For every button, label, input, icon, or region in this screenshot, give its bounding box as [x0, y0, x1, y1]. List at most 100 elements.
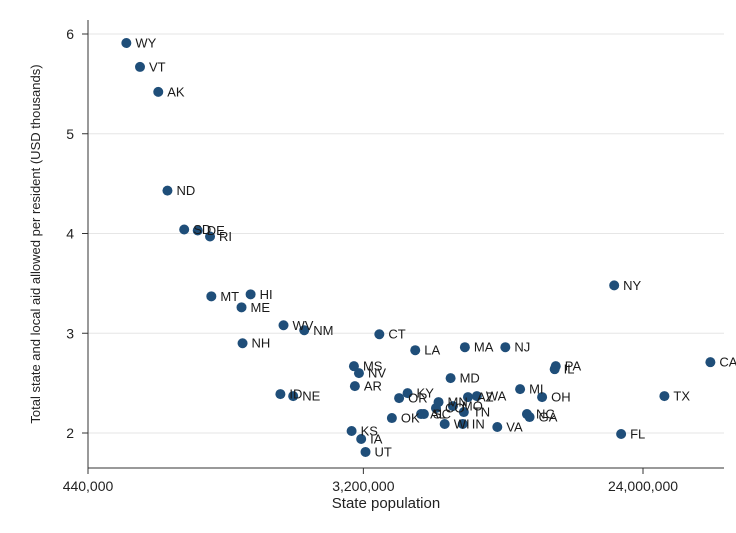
- point-label-ut: UT: [375, 444, 392, 459]
- point-label-hi: HI: [260, 287, 273, 302]
- point-label-fl: FL: [630, 426, 645, 441]
- point-label-tx: TX: [673, 389, 690, 404]
- point-label-nd: ND: [176, 183, 195, 198]
- point-label-mn: MN: [448, 395, 468, 410]
- data-point-ma: [459, 342, 470, 353]
- data-point-ar: [349, 381, 360, 392]
- data-point-tn: [458, 407, 469, 418]
- point-label-ms: MS: [363, 359, 383, 374]
- data-point-mi: [515, 384, 526, 395]
- point-label-tn: TN: [473, 405, 490, 420]
- data-point-mo: [447, 401, 458, 412]
- point-label-wv: WV: [293, 318, 314, 333]
- data-point-ks: [346, 426, 357, 437]
- x-tick-label: 3,200,000: [332, 478, 394, 494]
- data-point-ut: [360, 446, 371, 457]
- data-point-or: [394, 393, 405, 404]
- data-point-pa: [550, 361, 561, 372]
- point-label-id: ID: [289, 387, 302, 402]
- point-label-ne: NE: [302, 389, 320, 404]
- point-label-me: ME: [251, 300, 271, 315]
- x-axis-title: State population: [332, 495, 440, 512]
- data-point-ny: [609, 280, 620, 291]
- data-point-ms: [348, 361, 359, 372]
- point-label-ct: CT: [388, 327, 405, 342]
- data-point-oh: [537, 392, 548, 403]
- data-point-vt: [135, 61, 146, 72]
- point-label-nv: NV: [368, 366, 386, 381]
- data-point-ky: [402, 388, 413, 399]
- data-point-de: [192, 225, 203, 236]
- point-label-de: DE: [207, 223, 225, 238]
- point-label-ky: KY: [417, 386, 435, 401]
- data-point-id: [275, 389, 286, 400]
- y-tick-label: 2: [66, 425, 74, 441]
- point-label-ny: NY: [623, 278, 641, 293]
- data-point-fl: [616, 428, 627, 439]
- y-tick-label: 3: [66, 325, 74, 341]
- y-tick-label: 5: [66, 126, 74, 142]
- point-label-mo: MO: [462, 399, 483, 414]
- data-point-va: [492, 422, 503, 433]
- data-point-mt: [206, 291, 217, 302]
- point-label-mi: MI: [529, 382, 543, 397]
- data-points: [121, 37, 716, 457]
- data-point-nj: [500, 342, 511, 353]
- data-point-ri: [205, 231, 216, 242]
- data-point-ga: [524, 412, 535, 423]
- point-label-ri: RI: [219, 229, 232, 244]
- point-label-nj: NJ: [514, 340, 530, 355]
- x-tick-label: 24,000,000: [608, 478, 678, 494]
- point-label-nh: NH: [252, 336, 271, 351]
- point-label-sd: SD: [193, 222, 211, 237]
- point-label-md: MD: [460, 371, 480, 386]
- data-point-mn: [433, 397, 444, 408]
- data-point-ia: [356, 433, 367, 444]
- point-label-ia: IA: [370, 431, 383, 446]
- point-label-wa: WA: [486, 389, 507, 404]
- data-point-md: [445, 373, 456, 384]
- point-label-co: CO: [445, 401, 465, 416]
- y-axis-title: Total state and local aid allowed per re…: [28, 64, 43, 423]
- data-point-nv: [353, 368, 364, 379]
- data-point-ct: [374, 329, 385, 340]
- point-label-ks: KS: [361, 424, 379, 439]
- point-label-wy: WY: [135, 35, 156, 50]
- point-label-sc: SC: [433, 407, 451, 422]
- y-tick-label: 6: [66, 26, 74, 42]
- x-tick-label: 440,000: [63, 478, 114, 494]
- point-label-nm: NM: [313, 323, 333, 338]
- data-point-wa: [471, 391, 482, 402]
- data-point-la: [410, 345, 421, 356]
- point-label-oh: OH: [551, 390, 571, 405]
- data-point-hi: [245, 289, 256, 300]
- point-label-or: OR: [408, 391, 428, 406]
- data-point-ak: [153, 86, 164, 97]
- data-point-wy: [121, 37, 132, 48]
- data-point-tx: [659, 391, 670, 402]
- data-point-sd: [179, 224, 190, 235]
- point-label-il: IL: [564, 362, 575, 377]
- data-point-me: [236, 302, 247, 313]
- point-label-ok: OK: [401, 411, 420, 426]
- point-label-az: AZ: [477, 390, 494, 405]
- data-point-ok: [386, 413, 397, 424]
- data-point-wv: [278, 320, 289, 331]
- axes: 2 3 4 5 6 440,000 3,200,000 24,000,000: [63, 20, 724, 494]
- point-label-ar: AR: [364, 379, 382, 394]
- point-label-al: AL: [430, 407, 446, 422]
- point-label-pa: PA: [565, 359, 582, 374]
- point-label-in: IN: [472, 417, 485, 432]
- point-label-la: LA: [424, 343, 440, 358]
- point-label-ga: GA: [539, 410, 558, 425]
- data-point-az: [462, 392, 473, 403]
- data-point-ne: [288, 391, 299, 402]
- data-point-ca: [705, 357, 716, 368]
- point-label-nc: NC: [536, 407, 555, 422]
- point-label-mt: MT: [220, 289, 239, 304]
- point-label-ak: AK: [167, 84, 185, 99]
